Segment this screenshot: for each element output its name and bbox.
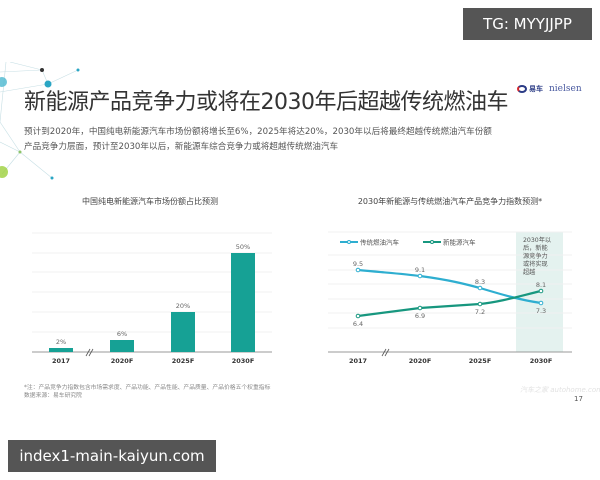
line-chart-gridlines <box>328 231 572 329</box>
partner-logos: 易车 nielsen <box>517 84 582 94</box>
svg-text:6.4: 6.4 <box>353 320 363 328</box>
svg-text:2017: 2017 <box>52 357 70 365</box>
traditional-line <box>357 268 542 305</box>
svg-text:9.5: 9.5 <box>353 260 363 268</box>
svg-text:8.1: 8.1 <box>536 281 546 289</box>
description-line-1: 预计到2020年，中国纯电新能源汽车市场份额将增长至6%，2025年将达20%，… <box>24 127 492 137</box>
svg-text:2030F: 2030F <box>530 357 553 365</box>
svg-text:2025F: 2025F <box>469 357 492 365</box>
bars <box>49 253 255 352</box>
svg-text:后，新能: 后，新能 <box>523 244 548 252</box>
highlight-annotation: 2030年以 后，新能 源竞争力 或将实现 超越 <box>523 236 551 276</box>
nielsen-logo: nielsen <box>549 84 582 94</box>
autohome-watermark: 汽车之家 autohome.com.cn <box>520 386 600 394</box>
description-line-2: 产品竞争力层面，预计至2030年以后，新能源车综合竞争力或将超越传统燃油汽车 <box>24 142 339 152</box>
line-chart: 传统燃油汽车 新能源汽车 9.5 9.1 8.3 7.3 6.4 6.9 7.2 8.1… <box>328 231 572 365</box>
svg-text:传统燃油汽车: 传统燃油汽车 <box>360 238 400 247</box>
bar-chart: 2% 6% 20% 50% 2017 2020F 2025F 2030F <box>32 232 272 365</box>
bottom-left-tag: index1-main-kaiyun.com <box>8 440 216 472</box>
yiche-logo: 易车 <box>517 84 543 94</box>
svg-text:源竞争力: 源竞争力 <box>523 252 548 260</box>
bar-value-labels: 2% 6% 20% 50% <box>56 243 250 346</box>
svg-text:7.3: 7.3 <box>536 307 546 315</box>
svg-text:2020F: 2020F <box>111 357 134 365</box>
network-node <box>40 68 44 72</box>
data-source: 数据来源：易车研究院 <box>24 393 82 399</box>
legend-traditional: 传统燃油汽车 <box>340 238 400 247</box>
yiche-logo-icon <box>517 85 527 93</box>
bar-2017 <box>49 348 73 352</box>
axis-break-icon <box>381 348 390 357</box>
svg-text:7.2: 7.2 <box>475 308 485 316</box>
bar-2030F <box>231 253 255 352</box>
svg-text:9.1: 9.1 <box>415 266 425 274</box>
legend-nev: 新能源汽车 <box>423 238 476 247</box>
nev-line <box>357 289 542 318</box>
svg-text:2017: 2017 <box>349 357 367 365</box>
line-value-labels: 9.5 9.1 8.3 7.3 6.4 6.9 7.2 8.1 <box>353 260 546 328</box>
svg-text:或将实现: 或将实现 <box>523 260 548 268</box>
svg-text:6%: 6% <box>117 330 127 338</box>
bar-2025F <box>171 312 195 352</box>
svg-text:超越: 超越 <box>523 268 535 276</box>
footnote: *注：产品竞争力指数包含市场需求度、产品功能、产品性能、产品质量、产品价格五个权… <box>24 385 271 391</box>
svg-text:2020F: 2020F <box>409 357 432 365</box>
axis-break-icon <box>85 348 94 357</box>
svg-text:2030年以: 2030年以 <box>523 236 551 244</box>
svg-text:6.9: 6.9 <box>415 312 425 320</box>
slide-title: 新能源产品竞争力或将在2030年后超越传统燃油车 <box>24 90 509 115</box>
bar-chart-title: 中国纯电新能源汽车市场份额占比预测 <box>82 197 218 206</box>
top-right-tag: TG: MYYJJPP <box>463 8 592 40</box>
svg-text:新能源汽车: 新能源汽车 <box>443 238 476 247</box>
bar-category-labels: 2017 2020F 2025F 2030F <box>52 357 254 365</box>
network-decoration <box>0 62 80 180</box>
svg-text:8.3: 8.3 <box>475 278 485 286</box>
svg-text:2025F: 2025F <box>172 357 195 365</box>
line-category-labels: 2017 2020F 2025F 2030F <box>349 357 552 365</box>
svg-text:2%: 2% <box>56 338 66 346</box>
svg-text:20%: 20% <box>176 302 190 310</box>
bar-2020F <box>110 340 134 352</box>
page-number: 17 <box>574 395 583 403</box>
line-chart-title: 2030年新能源与传统燃油汽车产品竞争力指数预测* <box>357 197 543 206</box>
svg-text:50%: 50% <box>236 243 250 251</box>
svg-text:2030F: 2030F <box>232 357 255 365</box>
